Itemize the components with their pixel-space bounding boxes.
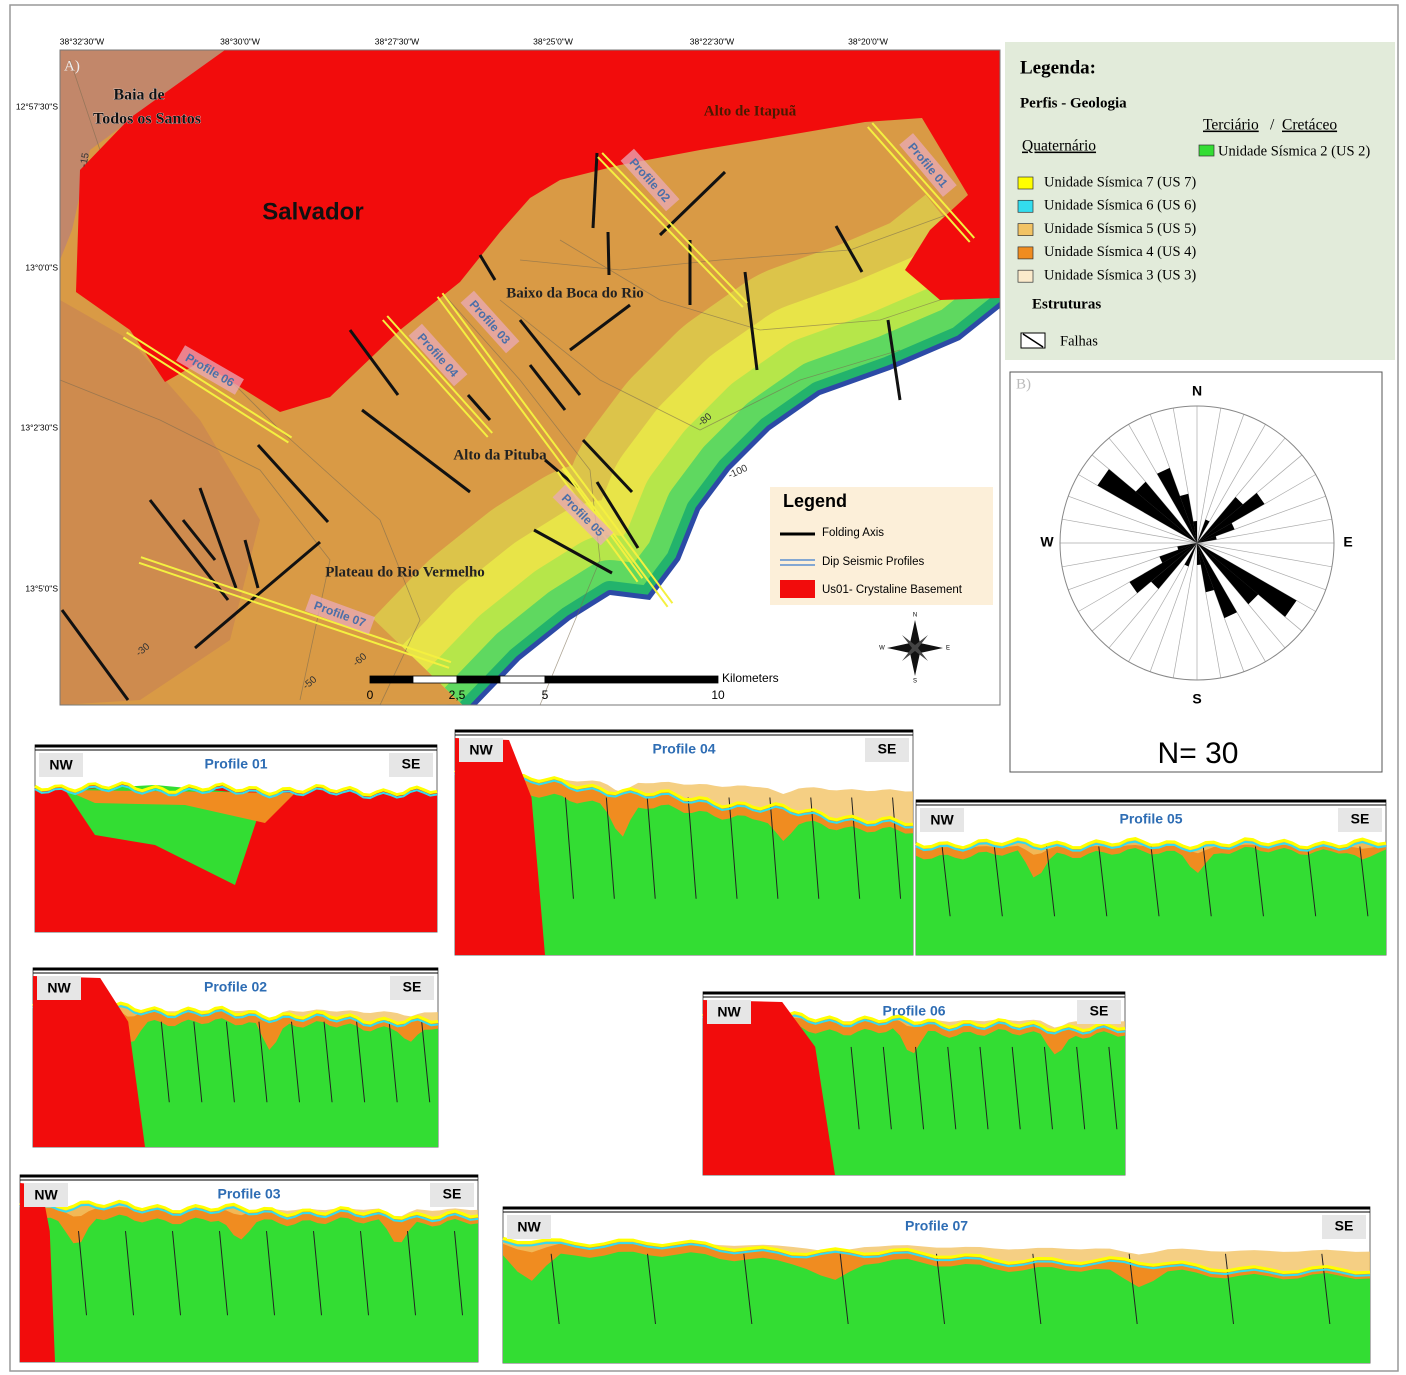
section-title: Profile 07: [905, 1218, 968, 1234]
section-title: Profile 01: [204, 756, 267, 772]
section-left: NW: [930, 812, 954, 828]
compass-letter: S: [913, 679, 917, 685]
scale-label: 2,5: [449, 688, 466, 702]
figure: Profile 01 Profile 02 Profile 03 Profile 04…: [0, 0, 1406, 1375]
longitude-label: 38°30'0"W: [220, 36, 260, 46]
place-name: Salvador: [262, 198, 363, 225]
legend-text: Cretáceo: [1282, 117, 1337, 134]
rose-count: N= 30: [1158, 737, 1239, 770]
longitude-label: 38°25'0"W: [533, 36, 573, 46]
scale-segment: [413, 676, 457, 683]
section-left: NW: [34, 1187, 58, 1203]
legend-basement-symbol: [780, 580, 815, 598]
section: NW SE Profile 06: [703, 992, 1125, 1175]
scale-unit: Kilometers: [722, 671, 779, 685]
section-right: SE: [402, 756, 421, 772]
place-name: Baia de: [113, 87, 164, 104]
section-left: NW: [717, 1004, 741, 1020]
swatch-us2: [1199, 145, 1214, 156]
place-name: Alto de Itapuã: [704, 103, 797, 119]
latitude-label: 12°57'30"S: [16, 101, 58, 111]
swatch-unit: [1018, 270, 1033, 282]
us2: [916, 839, 1386, 955]
section: NW SE Profile 03: [20, 1175, 478, 1362]
latitude-label: 13°2'30"S: [21, 422, 59, 432]
legend-text: Estruturas: [1032, 296, 1101, 312]
legend-text: Unidade Sísmica 6 (US 6): [1044, 198, 1196, 214]
legend-text: Unidade Sísmica 7 (US 7): [1044, 174, 1196, 190]
latitude-label: 13°0'0"S: [25, 262, 58, 272]
section-right: SE: [443, 1186, 462, 1202]
longitude-label: 38°32'30"W: [60, 36, 104, 46]
swatch-unit: [1018, 200, 1033, 212]
section: NW SE Profile 05: [916, 800, 1386, 955]
map-legend-item: Us01- Crystaline Basement: [822, 584, 963, 596]
place-name: Todos os Santos: [93, 111, 201, 128]
rose-direction: W: [1040, 534, 1054, 550]
place-name: Baixo da Boca do Rio: [506, 285, 644, 301]
map-legend-item: Dip Seismic Profiles: [822, 556, 924, 568]
legend-text: /: [1270, 117, 1275, 134]
map-legend-title: Legend: [783, 491, 847, 511]
legend-text: Unidade Sísmica 3 (US 3): [1044, 268, 1196, 284]
section: NW SE Profile 04: [455, 730, 913, 955]
place-name: Plateau do Rio Vermelho: [325, 564, 485, 580]
section-title: Profile 02: [204, 979, 267, 995]
scale-label: 0: [367, 688, 374, 702]
swatch-unit: [1018, 177, 1033, 189]
section-right: SE: [878, 741, 897, 757]
section-title: Profile 06: [882, 1003, 945, 1019]
scale-segment: [545, 676, 718, 683]
legend-text: Quaternário: [1022, 138, 1096, 155]
section-left: NW: [469, 742, 493, 758]
scale-label: 10: [711, 688, 725, 702]
section-title: Profile 04: [652, 741, 715, 757]
section-title: Profile 05: [1119, 811, 1182, 827]
longitude-label: 38°22'30"W: [690, 36, 734, 46]
rose-panel: [1010, 372, 1382, 772]
section-left: NW: [47, 980, 71, 996]
legend-text: Unidade Sísmica 2 (US 2): [1218, 143, 1370, 159]
swatch-unit: [1018, 247, 1033, 259]
section-left: NW: [49, 757, 73, 773]
section-left: NW: [517, 1219, 541, 1235]
swatch-unit: [1018, 224, 1033, 236]
legend-text: Falhas: [1060, 333, 1098, 349]
section: NW SE Profile 01: [35, 745, 437, 932]
compass-letter: W: [879, 646, 885, 652]
section-right: SE: [403, 979, 422, 995]
legend-text: Unidade Sísmica 5 (US 5): [1044, 221, 1196, 237]
compass-letter: E: [946, 646, 950, 652]
panel-label: A): [64, 58, 80, 74]
section: NW SE Profile 07: [503, 1207, 1370, 1363]
scale-segment: [457, 676, 500, 683]
rose-direction: N: [1192, 383, 1202, 399]
scale-label: 5: [542, 688, 549, 702]
latitude-label: 13°5'0"S: [25, 583, 58, 593]
map: [60, 50, 1010, 712]
legend-text: Terciário: [1203, 117, 1259, 134]
rose-direction: E: [1343, 534, 1352, 550]
longitude-label: 38°27'30"W: [375, 36, 419, 46]
section-title: Profile 03: [217, 1186, 280, 1202]
legend-text: Perfis - Geologia: [1020, 95, 1127, 111]
section-right: SE: [1351, 811, 1370, 827]
section-right: SE: [1335, 1218, 1354, 1234]
legend-text: Legenda:: [1020, 57, 1096, 78]
map-legend-item: Folding Axis: [822, 527, 884, 539]
compass-letter: N: [913, 613, 917, 619]
section: NW SE Profile 02: [33, 968, 438, 1147]
legend-text: Unidade Sísmica 4 (US 4): [1044, 244, 1196, 260]
section-right: SE: [1090, 1003, 1109, 1019]
place-name: Alto da Pituba: [453, 447, 547, 463]
scale-segment: [500, 676, 545, 683]
scale-segment: [370, 676, 413, 683]
rose-direction: S: [1192, 691, 1201, 707]
longitude-label: 38°20'0"W: [848, 36, 888, 46]
rose-panel-label: B): [1016, 376, 1031, 392]
folding-axis: [608, 232, 609, 275]
